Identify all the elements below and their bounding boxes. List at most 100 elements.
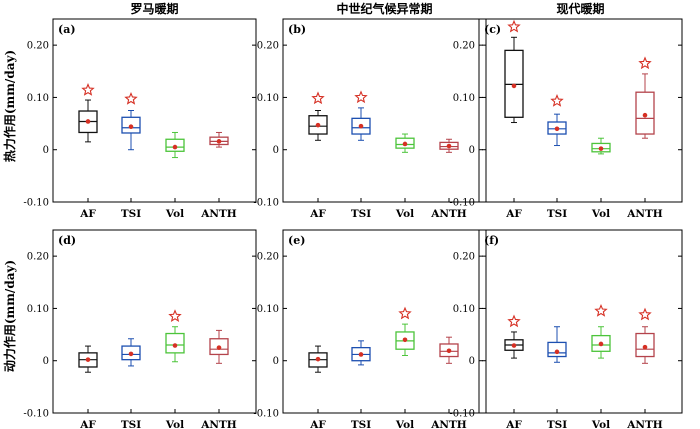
x-tick-label: ANTH — [200, 208, 237, 220]
box-anth: ANTH — [200, 131, 237, 220]
significance-star — [168, 309, 182, 322]
y-tick-label: 0 — [43, 145, 49, 156]
box-tsi: TSI — [351, 90, 371, 220]
box-vol: Vol — [591, 303, 611, 429]
x-tick-label: Vol — [591, 419, 610, 429]
box-anth: ANTH — [626, 56, 663, 220]
significance-star — [354, 90, 368, 104]
box-tsi: TSI — [547, 326, 567, 429]
y-tick-label: 0.20 — [27, 41, 49, 52]
box-anth: ANTH — [200, 329, 237, 429]
y-tick-label: 0.10 — [257, 304, 279, 315]
mean-dot — [85, 119, 91, 124]
panel-frame — [282, 229, 487, 414]
mean-dot — [511, 343, 517, 348]
y-tick-label: 0.20 — [257, 41, 279, 52]
x-tick-label: ANTH — [200, 419, 237, 429]
panel-title: 罗马暖期 — [130, 1, 178, 16]
panel-title: 现代暖期 — [556, 1, 604, 16]
y-tick-label: 0 — [273, 356, 279, 367]
x-tick-label: AF — [309, 419, 326, 429]
y-tick-label: -0.10 — [449, 198, 475, 209]
x-tick-label: Vol — [395, 419, 414, 429]
x-tick-label: AF — [79, 208, 96, 220]
x-tick-label: AF — [309, 208, 326, 220]
significance-star — [638, 56, 652, 70]
box-anth: ANTH — [626, 307, 663, 429]
x-tick-label: ANTH — [626, 419, 663, 429]
box-vol: Vol — [395, 133, 415, 220]
y-tick-label: 0.10 — [453, 304, 475, 315]
mean-dot — [554, 126, 560, 132]
box-tsi: TSI — [121, 91, 141, 220]
panel-letter: (c) — [484, 23, 501, 36]
y-tick-label: 0.10 — [27, 93, 49, 104]
box-vol: Vol — [165, 309, 185, 429]
significance-star — [311, 91, 325, 105]
panel-a: 罗马暖期 (a) -0.10 0 0.10 0.20 AF TSI Vol ANTH — [23, 1, 257, 220]
mean-dot — [216, 139, 222, 144]
panel-letter: (a) — [58, 23, 76, 36]
x-tick-label: TSI — [121, 208, 141, 220]
x-tick-label: TSI — [121, 419, 141, 429]
y-tick-label: 0 — [43, 356, 49, 367]
y-tick-label: 0.20 — [27, 252, 49, 263]
mean-dot — [172, 343, 178, 348]
significance-star — [507, 19, 521, 33]
y-tick-label: 0 — [273, 145, 279, 156]
y-tick-label: 0.20 — [453, 41, 475, 52]
x-tick-label: ANTH — [626, 208, 663, 220]
x-tick-label: AF — [79, 419, 96, 429]
box-vol: Vol — [165, 131, 185, 220]
mean-dot — [216, 345, 222, 350]
mean-dot — [85, 357, 91, 362]
iqr-box — [165, 332, 185, 354]
x-tick-label: Vol — [165, 208, 184, 220]
y-tick-label: 0.10 — [257, 93, 279, 104]
mean-dot — [358, 123, 364, 129]
panel-f: (f) -0.10 0 0.10 0.20 AF TSI Vol ANTH — [449, 229, 683, 429]
y-tick-label: -0.10 — [253, 198, 279, 209]
panel-e: (e) -0.10 0 0.10 0.20 AF TSI Vol ANTH — [253, 229, 487, 429]
box-anth: ANTH — [430, 336, 467, 429]
mean-dot — [358, 352, 364, 357]
panel-frame — [282, 18, 487, 203]
significance-star — [81, 83, 95, 96]
mean-dot — [315, 122, 321, 128]
y-tick-label: 0 — [469, 356, 475, 367]
mean-dot — [402, 337, 408, 343]
y-tick-label: -0.10 — [23, 409, 49, 420]
x-tick-label: ANTH — [430, 419, 467, 429]
y-tick-label: -0.10 — [449, 409, 475, 420]
panel-letter: (b) — [288, 23, 306, 36]
box-af: AF — [78, 83, 98, 220]
box-tsi: TSI — [121, 338, 141, 429]
box-tsi: TSI — [351, 340, 371, 429]
significance-star — [398, 306, 412, 320]
mean-dot — [642, 112, 648, 118]
mean-dot — [598, 146, 604, 151]
x-tick-label: TSI — [351, 208, 371, 220]
y-tick-label: 0.10 — [453, 93, 475, 104]
box-af: AF — [78, 345, 98, 429]
panel-frame — [478, 18, 683, 203]
mean-dot — [446, 348, 452, 354]
iqr-box — [547, 341, 567, 358]
panel-d: (d) -0.10 0 0.10 0.20 AF TSI Vol ANTH — [23, 229, 257, 429]
mean-dot — [642, 344, 648, 350]
y-tick-label: -0.10 — [253, 409, 279, 420]
panel-frame — [52, 18, 257, 203]
x-tick-label: AF — [505, 419, 522, 429]
row-label-thermal: 热力作用(mm/day) — [2, 50, 17, 162]
panel-letter: (d) — [58, 234, 76, 247]
x-tick-label: ANTH — [430, 208, 467, 220]
panel-b: 中世纪气候异常期 (b) -0.10 0 0.10 0.20 AF TSI Vol ANTH — [253, 1, 487, 220]
significance-star — [507, 314, 521, 328]
x-tick-label: Vol — [591, 208, 610, 220]
y-tick-label: 0.20 — [453, 252, 475, 263]
mean-dot — [511, 83, 517, 89]
box-vol: Vol — [591, 137, 611, 220]
row-label-dynamic: 动力作用(mm/day) — [2, 260, 17, 372]
x-tick-label: AF — [505, 208, 522, 220]
